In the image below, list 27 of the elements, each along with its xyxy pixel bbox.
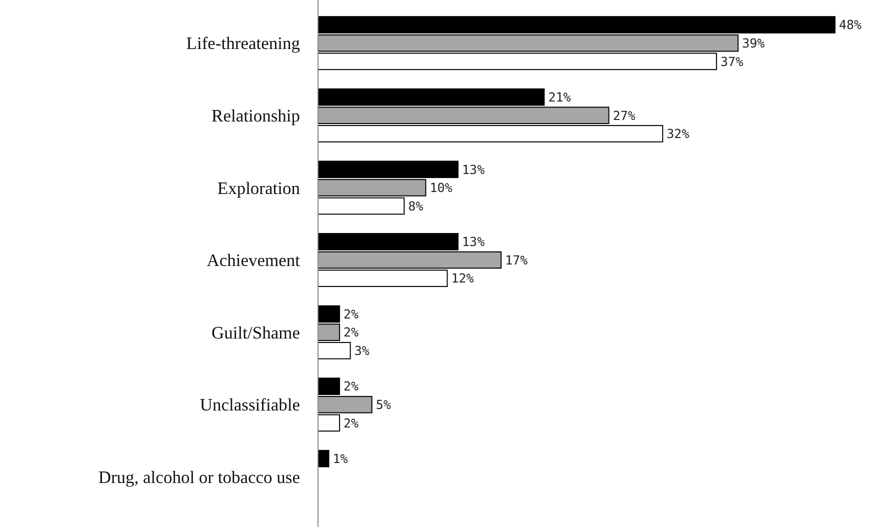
- y-tick-label: Exploration: [217, 178, 300, 198]
- y-tick-label: Life-threatening: [186, 33, 300, 54]
- data-label: 10%: [430, 180, 453, 196]
- data-label: 2%: [344, 306, 360, 322]
- y-tick-label: Achievement: [206, 250, 300, 270]
- data-label: 1%: [332, 450, 348, 466]
- data-label: 39%: [742, 35, 766, 50]
- y-tick-label: Unclassifiable: [200, 394, 300, 415]
- bar: [318, 450, 330, 468]
- data-label: 2%: [344, 415, 360, 430]
- data-label: 21%: [548, 89, 572, 104]
- data-label: 13%: [462, 234, 486, 250]
- data-label: 17%: [505, 252, 528, 268]
- data-label: 2%: [344, 378, 360, 394]
- data-label: 2%: [344, 324, 360, 340]
- y-tick-label: Relationship: [212, 106, 300, 126]
- y-tick-label: Drug, alcohol or tobacco use: [98, 467, 300, 488]
- data-label: 32%: [666, 126, 690, 142]
- data-label: 37%: [720, 54, 744, 69]
- data-label: 12%: [451, 270, 474, 286]
- data-label: 8%: [408, 198, 424, 214]
- data-label: 5%: [376, 396, 392, 412]
- data-label: 3%: [354, 342, 370, 358]
- data-label: 13%: [462, 162, 486, 177]
- data-label: 27%: [612, 108, 636, 123]
- data-label: 48%: [839, 17, 862, 32]
- y-tick-label: Guilt/Shame: [212, 322, 300, 342]
